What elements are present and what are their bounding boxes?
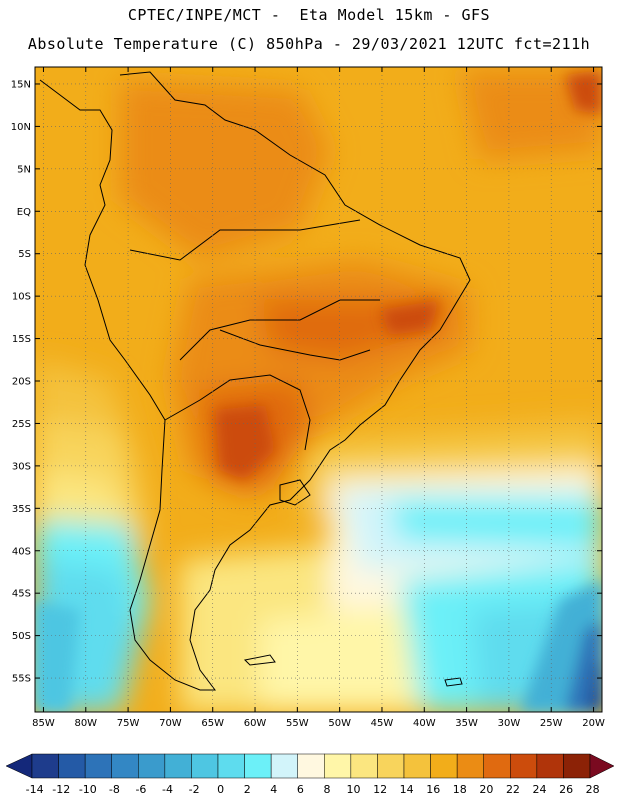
- lat-label: 15S: [12, 334, 31, 345]
- colorbar-label: -12: [52, 783, 70, 796]
- colorbar-swatch: [350, 753, 378, 779]
- lon-label: 80W: [74, 718, 97, 729]
- lat-label: 35S: [12, 504, 31, 515]
- colorbar-swatch: [164, 753, 192, 779]
- colorbar-label: 14: [400, 783, 414, 796]
- lat-label: 50S: [12, 631, 31, 642]
- colorbar-swatch: [270, 753, 298, 779]
- lat-label: EQ: [17, 207, 31, 218]
- lat-lon-grid: [35, 67, 602, 712]
- colorbar-swatch: [324, 753, 352, 779]
- colorbar-swatch: [510, 753, 538, 779]
- latitude-labels: 15N 10N 5N EQ 5S 10S 15S 20S 25S 30S 35S 40S 45S 50S 5…: [11, 79, 31, 684]
- colorbar-swatch: [84, 753, 112, 779]
- lat-label: 40S: [12, 546, 31, 557]
- lon-label: 45W: [371, 718, 394, 729]
- colorbar-swatch: [430, 753, 458, 779]
- colorbar-label: 12: [373, 783, 387, 796]
- colorbar-label: -4: [162, 783, 173, 796]
- colorbar-labels: -14 -12 -10 -8 -6 -4 -2 0 2 4 6 8 10 12 14 16 18 20 22 24 26…: [26, 783, 600, 796]
- lon-label: 50W: [328, 718, 351, 729]
- colorbar-swatch: [483, 753, 511, 779]
- colorbar-swatch: [403, 753, 431, 779]
- temperature-field: [35, 67, 602, 712]
- colorbar-label: -10: [79, 783, 97, 796]
- colorbar-label: 10: [347, 783, 361, 796]
- lon-label: 25W: [540, 718, 563, 729]
- colorbar-label: 16: [426, 783, 440, 796]
- colorbar-label: 26: [559, 783, 573, 796]
- colorbar-label: 2: [244, 783, 251, 796]
- colorbar-label: -8: [109, 783, 120, 796]
- colorbar-swatch: [111, 753, 139, 779]
- colorbar-swatch: [456, 753, 484, 779]
- colorbar-label: 8: [323, 783, 330, 796]
- colorbar-label: 20: [479, 783, 493, 796]
- lon-label: 55W: [286, 718, 309, 729]
- coastline: [39, 71, 471, 691]
- colorbar-swatch: [536, 753, 564, 779]
- lon-label: 20W: [582, 718, 605, 729]
- map-frame: [34, 66, 603, 713]
- lon-label: 75W: [117, 718, 140, 729]
- colorbar-label: 4: [270, 783, 277, 796]
- lon-label: 65W: [201, 718, 224, 729]
- colorbar-high-arrow: [589, 753, 615, 779]
- lat-label: 55S: [12, 674, 31, 685]
- lon-label: 85W: [32, 718, 55, 729]
- lat-label: 30S: [12, 461, 31, 472]
- lat-label: 10S: [12, 292, 31, 303]
- lat-label: 25S: [12, 419, 31, 430]
- longitude-labels: 85W 80W 75W 70W 65W 60W 55W 50W 45W 40W 35W 30W 25W 2…: [32, 718, 605, 729]
- colorbar-swatch: [217, 753, 245, 779]
- title-line-2: Absolute Temperature (C) 850hPa - 29/03/…: [27, 35, 591, 53]
- colorbar-swatch: [244, 753, 272, 779]
- title-line-1: CPTEC/INPE/MCT - Eta Model 15km - GFS: [127, 6, 491, 24]
- lat-label: 5N: [17, 164, 31, 175]
- lon-label: 35W: [455, 718, 478, 729]
- colorbar-swatch: [31, 753, 59, 779]
- colorbar-swatch: [138, 753, 166, 779]
- lat-label: 5S: [18, 249, 31, 260]
- colorbar-label: 0: [217, 783, 224, 796]
- colorbar-label: 28: [586, 783, 600, 796]
- colorbar-swatch: [377, 753, 405, 779]
- colorbar-swatch: [58, 753, 86, 779]
- lat-label: 45S: [12, 589, 31, 600]
- lon-label: 30W: [498, 718, 521, 729]
- lon-label: 60W: [244, 718, 267, 729]
- colorbar: [5, 753, 615, 779]
- lon-label: 70W: [159, 718, 182, 729]
- colorbar-low-arrow: [5, 753, 33, 779]
- colorbar-label: -6: [135, 783, 146, 796]
- lat-label: 20S: [12, 377, 31, 388]
- colorbar-swatch: [191, 753, 219, 779]
- lat-label: 10N: [11, 122, 31, 133]
- lat-label: 15N: [11, 79, 31, 90]
- colorbar-label: 6: [297, 783, 304, 796]
- axis-ticks: [35, 67, 602, 712]
- colorbar-label: 24: [533, 783, 547, 796]
- colorbar-swatch: [563, 753, 591, 779]
- colorbar-label: 22: [506, 783, 520, 796]
- colorbar-swatch: [297, 753, 325, 779]
- colorbar-label: 18: [453, 783, 467, 796]
- colorbar-label: -2: [189, 783, 200, 796]
- lon-label: 40W: [413, 718, 436, 729]
- colorbar-label: -14: [26, 783, 44, 796]
